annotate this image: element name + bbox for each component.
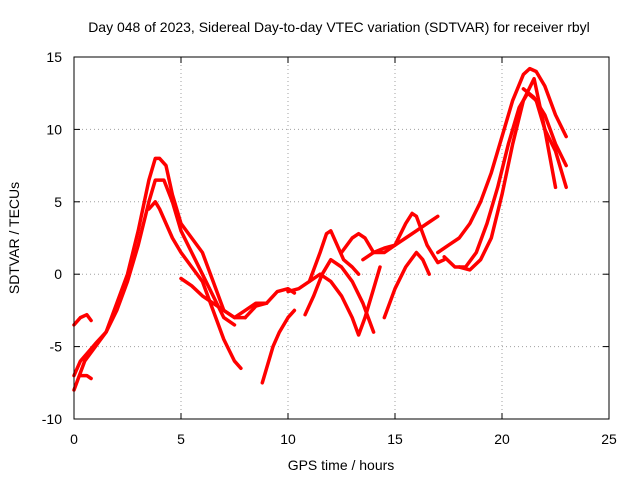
x-axis-label: GPS time / hours [288, 457, 395, 473]
x-tick-label: 25 [601, 431, 617, 447]
y-tick-label: -5 [50, 339, 63, 355]
y-tick-label: -10 [42, 411, 62, 427]
x-tick-label: 5 [177, 431, 185, 447]
x-tick-label: 20 [494, 431, 510, 447]
chart-title: Day 048 of 2023, Sidereal Day-to-day VTE… [88, 19, 590, 35]
series-arc-11 [307, 265, 382, 337]
y-tick-label: 15 [46, 49, 62, 65]
series-arc-2 [72, 178, 237, 392]
grid-lines [74, 57, 609, 419]
plot-frame [73, 56, 610, 420]
axis-ticks: 0 5 10 15 20 25 -10 -5 0 5 10 15 [42, 49, 617, 447]
series-arc-3 [72, 312, 93, 327]
y-tick-label: 5 [54, 194, 62, 210]
y-tick-label: 10 [46, 121, 62, 137]
series-arc-6 [179, 276, 247, 320]
series-arc-10 [303, 257, 376, 334]
series-arc-5 [147, 200, 243, 371]
y-tick-label: 0 [54, 266, 62, 282]
series-arc-18 [521, 87, 568, 168]
x-tick-label: 10 [280, 431, 296, 447]
x-tick-label: 15 [387, 431, 403, 447]
series-arc-9 [286, 229, 361, 294]
x-tick-label: 0 [70, 431, 78, 447]
series-arc-7 [243, 286, 297, 320]
data-series [72, 66, 568, 392]
y-axis-label: SDTVAR / TECUs [6, 182, 22, 294]
series-arc-8 [260, 308, 297, 385]
series-arc-13 [361, 214, 440, 262]
series-arc-14 [382, 250, 431, 320]
series-arc-1 [72, 156, 269, 378]
series-arc-4 [78, 373, 93, 381]
series-arc-15 [436, 66, 568, 255]
